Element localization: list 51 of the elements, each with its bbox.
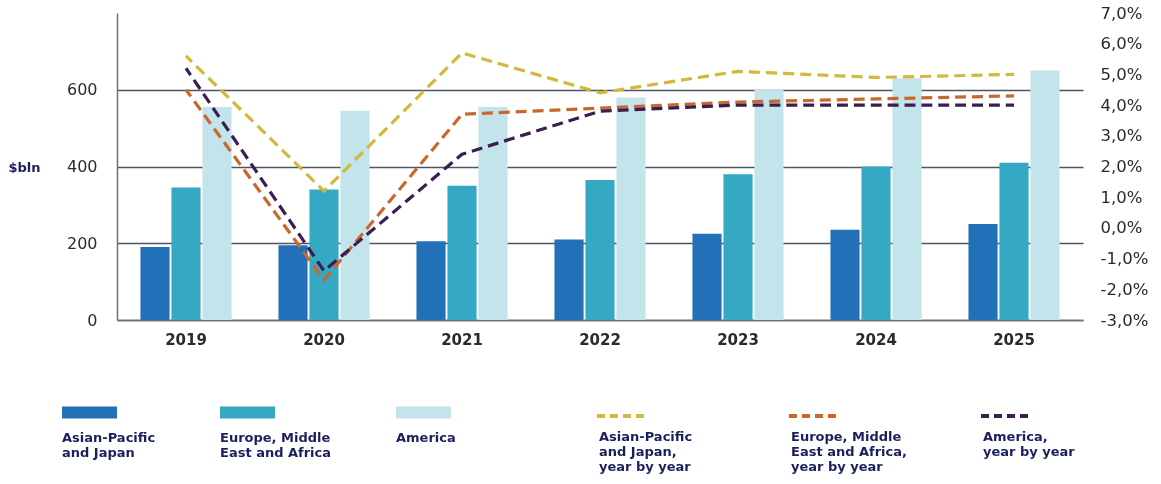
y-axis-title: $bln	[8, 159, 41, 175]
bar	[830, 229, 860, 320]
y2-tick-label: -2,0%	[1100, 279, 1149, 299]
y2-tick-label: 1,0%	[1100, 187, 1143, 207]
bar	[1030, 70, 1060, 320]
bar	[447, 185, 477, 320]
y-tick-label: 600	[66, 80, 98, 100]
bar	[968, 224, 998, 320]
y-tick-label: 0	[87, 310, 98, 330]
bar	[754, 89, 784, 320]
legend-label: Europe, Middle East and Africa, year by year	[791, 429, 907, 474]
bar	[585, 179, 615, 320]
x-tick-label: 2025	[993, 330, 1035, 349]
y2-tick-label: 2,0%	[1100, 157, 1143, 176]
x-tick-label: 2022	[579, 330, 621, 349]
bar	[140, 247, 170, 320]
x-tick-label: 2024	[855, 330, 897, 349]
legend-label: America, year by year	[983, 429, 1076, 459]
bar	[202, 107, 232, 320]
bar	[278, 245, 308, 320]
bar	[554, 239, 584, 320]
bar	[892, 78, 922, 320]
x-tick-label: 2020	[303, 330, 345, 349]
y2-tick-label: 3,0%	[1100, 126, 1143, 146]
x-tick-label: 2023	[717, 330, 759, 349]
y2-tick-label: 7,0%	[1100, 3, 1143, 23]
bar	[616, 97, 646, 320]
y2-tick-label: 5,0%	[1100, 64, 1143, 84]
legend-label: Asian-Pacific and Japan, year by year	[599, 429, 693, 474]
legend-label: Europe, Middle East and Africa	[220, 429, 332, 460]
x-tick-label: 2019	[165, 330, 207, 349]
y2-tick-label: 0,0%	[1100, 218, 1143, 238]
y-tick-label: 200	[66, 233, 98, 253]
y-tick-label: 400	[66, 157, 98, 176]
bar	[478, 107, 508, 320]
y2-tick-label: -1,0%	[1100, 249, 1149, 269]
bar	[861, 166, 891, 320]
bar	[309, 189, 339, 320]
bar	[999, 162, 1029, 320]
y2-tick-label: -3,0%	[1100, 310, 1149, 330]
bar	[340, 110, 370, 320]
legend-label: Asian-Pacific and Japan	[62, 429, 156, 460]
y2-tick-label: 4,0%	[1100, 95, 1143, 115]
bar	[171, 187, 201, 320]
line-series	[184, 51, 1016, 193]
bar	[723, 174, 753, 320]
bar	[416, 241, 446, 320]
legend-label: America	[396, 429, 456, 445]
y2-tick-label: 6,0%	[1100, 34, 1143, 54]
bar	[692, 233, 722, 320]
x-tick-label: 2021	[441, 330, 483, 349]
